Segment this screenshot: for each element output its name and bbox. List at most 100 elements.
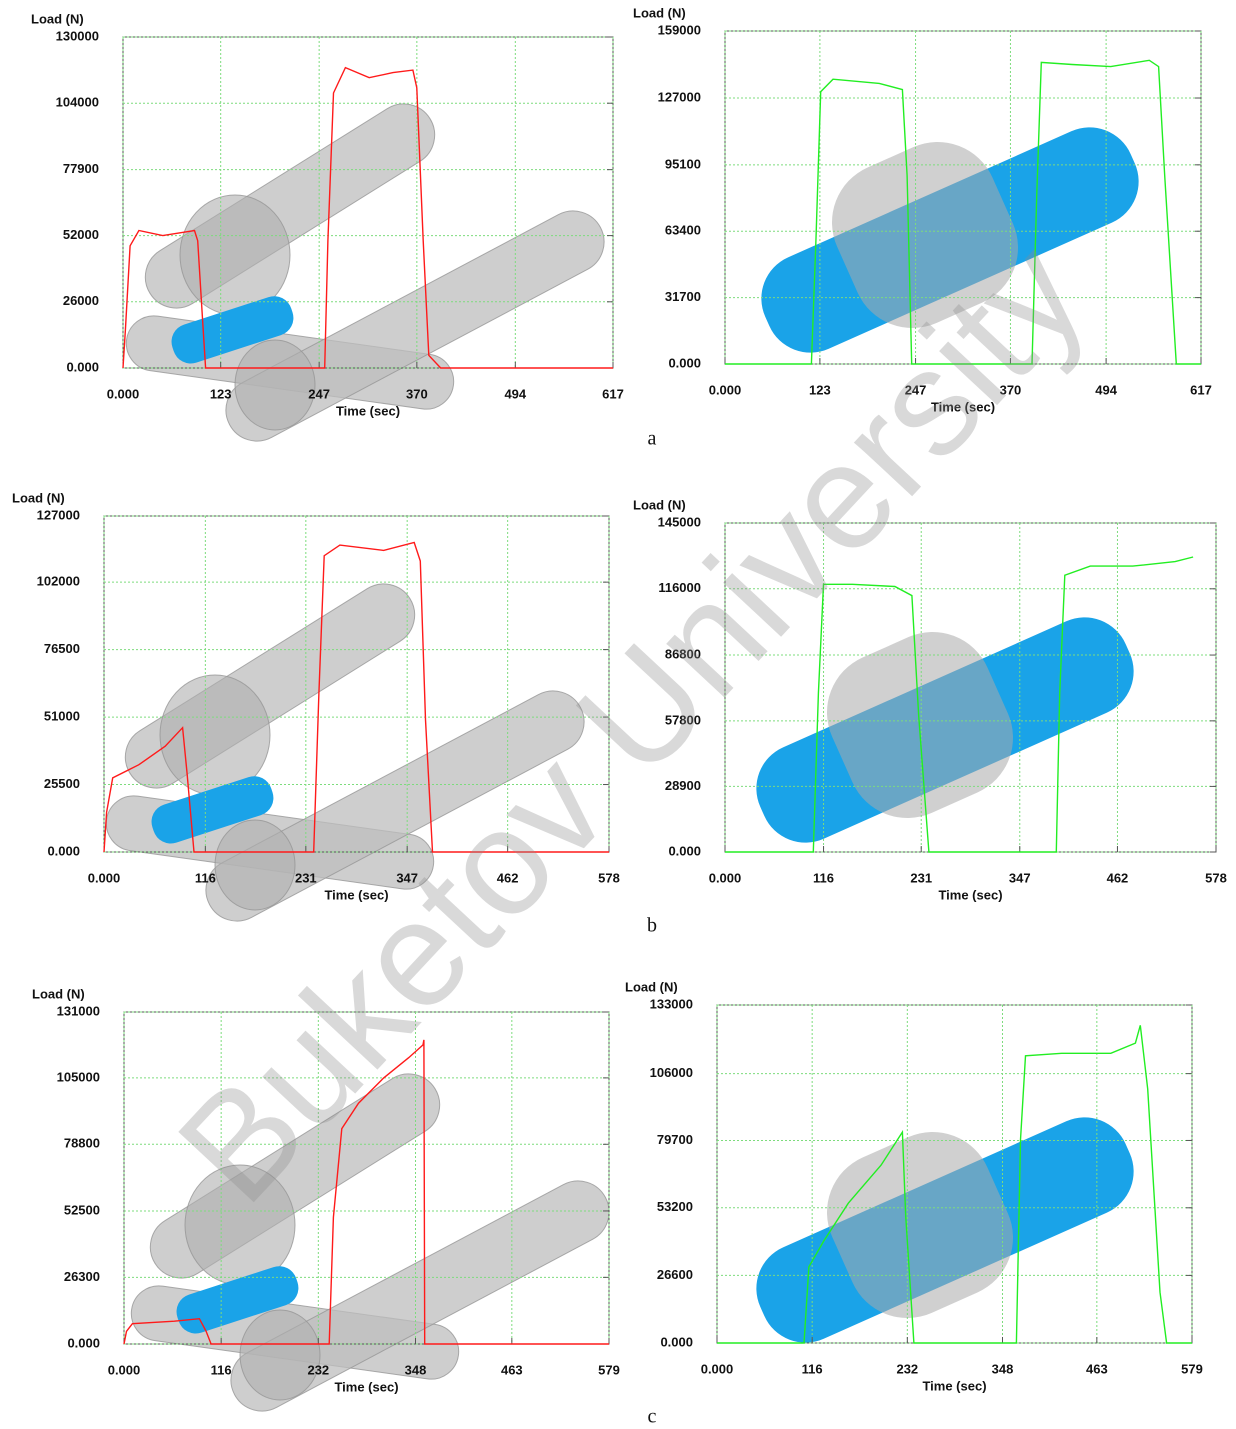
x-axis-label: Time (sec): [931, 399, 995, 414]
x-tick-label: 247: [308, 386, 330, 401]
roll-collar: [239, 1309, 321, 1401]
x-tick-label: 247: [905, 382, 927, 397]
x-axis-label: Time (sec): [336, 403, 400, 418]
y-tick-label: 57800: [665, 712, 701, 727]
y-tick-label: 26000: [63, 293, 99, 308]
roll: [124, 583, 416, 789]
x-tick-label: 579: [598, 1362, 620, 1377]
y-tick-label: 0.000: [66, 359, 99, 374]
y-tick-label: 159000: [658, 22, 701, 37]
y-tick-label: 0.000: [668, 355, 701, 370]
y-tick-label: 78800: [64, 1136, 100, 1151]
x-tick-label: 370: [406, 386, 428, 401]
load-curve: [122, 66, 613, 369]
roll: [144, 103, 436, 309]
y-tick-label: 26600: [657, 1267, 693, 1282]
x-tick-label: 123: [210, 386, 232, 401]
y-tick-label: 0.000: [668, 843, 701, 858]
roll-collar: [214, 819, 296, 911]
load-curve: [725, 556, 1194, 853]
y-tick-label: 130000: [56, 28, 99, 43]
render-layer: [105, 103, 1139, 1412]
x-tick-label: 116: [211, 1362, 232, 1377]
y-tick-label: 63400: [665, 223, 701, 238]
y-tick-label: 31700: [665, 289, 701, 304]
roll: [225, 210, 605, 442]
y-tick-label: 53200: [657, 1199, 693, 1214]
y-tick-label: 116000: [658, 580, 701, 595]
y-axis-label: Load (N): [31, 11, 84, 26]
chart: 0.000 31700 63400 95100 127000 159000 0.000 123…: [633, 5, 1212, 414]
x-tick-label: 0.000: [88, 870, 121, 885]
y-tick-label: 95100: [665, 156, 701, 171]
x-tick-label: 348: [405, 1362, 427, 1377]
x-tick-label: 347: [1009, 870, 1031, 885]
roll-shadow: [826, 1131, 1014, 1319]
y-tick-label: 127000: [658, 89, 701, 104]
x-tick-label: 462: [1107, 870, 1129, 885]
y-axis-label: Load (N): [633, 497, 686, 512]
y-tick-label: 145000: [658, 514, 701, 529]
x-tick-label: 578: [1205, 870, 1227, 885]
y-tick-label: 106000: [650, 1065, 693, 1080]
y-tick-label: 52500: [64, 1202, 100, 1217]
chart: 0.000 25500 51000 76500 102000 127000 0.000 116…: [12, 490, 620, 902]
y-tick-label: 52000: [63, 227, 99, 242]
x-axis-label: Time (sec): [938, 887, 1002, 902]
y-tick-label: 0.000: [67, 1335, 100, 1350]
roll-shadow: [831, 141, 1019, 329]
x-tick-label: 463: [1086, 1361, 1108, 1376]
x-tick-label: 494: [504, 386, 526, 401]
chart: 0.000 26300 52500 78800 105000 131000 0.000 116…: [32, 986, 620, 1394]
x-tick-label: 617: [1190, 382, 1212, 397]
roll: [205, 690, 585, 922]
panel-label: c: [648, 1406, 657, 1428]
x-tick-label: 463: [501, 1362, 523, 1377]
y-tick-label: 0.000: [660, 1334, 693, 1349]
roll: [230, 1180, 610, 1412]
x-axis-label: Time (sec): [922, 1378, 986, 1393]
roll-collar: [234, 339, 316, 431]
x-tick-label: 116: [195, 870, 216, 885]
y-tick-label: 86800: [665, 646, 701, 661]
x-tick-label: 232: [307, 1362, 329, 1377]
billet: [171, 296, 294, 364]
x-tick-label: 578: [598, 870, 620, 885]
load-curve: [717, 1025, 1192, 1344]
y-tick-label: 28900: [665, 778, 701, 793]
y-axis-label: Load (N): [625, 979, 678, 994]
y-tick-label: 79700: [657, 1132, 693, 1147]
x-tick-label: 123: [809, 382, 831, 397]
panel-label: b: [647, 915, 657, 937]
x-tick-label: 348: [992, 1361, 1014, 1376]
x-tick-label: 116: [813, 870, 834, 885]
x-tick-label: 231: [910, 870, 932, 885]
y-tick-label: 127000: [37, 507, 80, 522]
load-curve: [103, 541, 609, 853]
y-tick-label: 26300: [64, 1269, 100, 1284]
chart: 0.000 26600 53200 79700 106000 133000 0.000 116…: [625, 979, 1203, 1393]
y-axis-label: Load (N): [32, 986, 85, 1001]
y-tick-label: 25500: [44, 776, 80, 791]
x-tick-label: 462: [497, 870, 519, 885]
x-axis-label: Time (sec): [324, 887, 388, 902]
load-curve: [123, 1039, 609, 1345]
y-tick-label: 131000: [57, 1003, 100, 1018]
y-tick-label: 133000: [650, 996, 693, 1011]
y-tick-label: 77900: [63, 161, 99, 176]
y-tick-label: 76500: [44, 641, 80, 656]
billet: [176, 1266, 299, 1334]
y-tick-label: 104000: [56, 95, 99, 110]
y-axis-label: Load (N): [633, 5, 686, 20]
load-curve: [725, 59, 1201, 365]
x-tick-label: 231: [295, 870, 317, 885]
x-tick-label: 0.000: [107, 386, 140, 401]
x-tick-label: 370: [1000, 382, 1022, 397]
x-axis-label: Time (sec): [334, 1379, 398, 1394]
y-tick-label: 105000: [57, 1069, 100, 1084]
y-tick-label: 0.000: [47, 843, 80, 858]
x-tick-label: 0.000: [108, 1362, 141, 1377]
x-tick-label: 232: [896, 1361, 918, 1376]
